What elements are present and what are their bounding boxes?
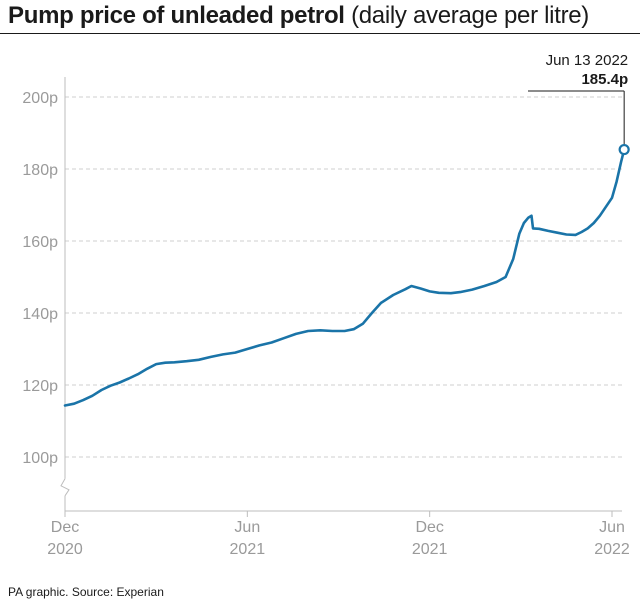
series-line-unleaded-petrol	[63, 148, 626, 407]
x-tick-label-1-month: Jun	[234, 519, 260, 536]
title-bar: Pump price of unleaded petrol (daily ave…	[0, 0, 640, 34]
x-tick-label-0-month: Dec	[51, 519, 79, 536]
y-tick-label-100: 100p	[22, 450, 58, 467]
axis-break-mark	[60, 478, 70, 497]
x-tick-label-2-year: 2021	[412, 541, 448, 558]
y-tick-label-120: 120p	[22, 378, 58, 395]
chart-title-sub: (daily average per litre)	[351, 2, 590, 29]
chart-title-main: Pump price of unleaded petrol	[8, 2, 345, 29]
annotation-value: 185.4p	[581, 71, 628, 88]
x-tick-label-1-year: 2021	[230, 541, 266, 558]
y-tick-label-200: 200p	[22, 90, 58, 107]
chart-title: Pump price of unleaded petrol (daily ave…	[8, 2, 589, 30]
y-tick-label-140: 140p	[22, 306, 58, 323]
x-tick-label-3-year: 2022	[594, 541, 630, 558]
x-tick-label-0-year: 2020	[47, 541, 83, 558]
annotation-date: Jun 13 2022	[546, 52, 629, 69]
title-divider	[0, 33, 640, 34]
x-tick-label-3-month: Jun	[599, 519, 625, 536]
x-tick-label-2-month: Dec	[415, 519, 443, 536]
endpoint-marker	[618, 143, 630, 156]
y-tick-label-180: 180p	[22, 162, 58, 179]
y-tick-label-160: 160p	[22, 234, 58, 251]
source-credit: PA graphic. Source: Experian	[8, 585, 164, 599]
